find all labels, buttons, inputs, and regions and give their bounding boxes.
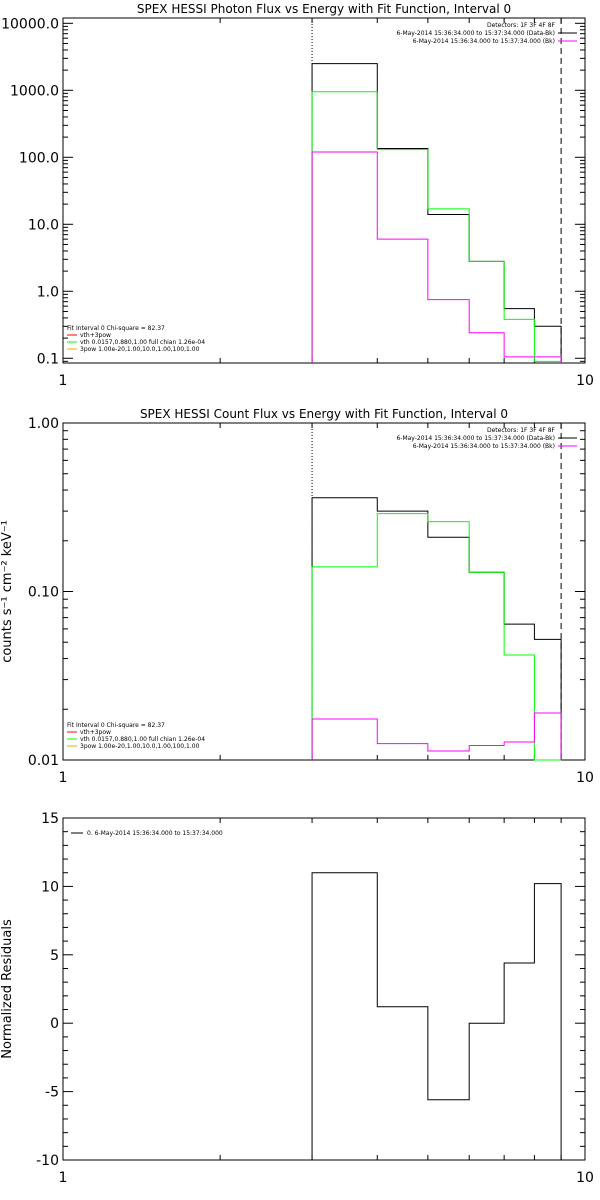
y-tick-label: 1.0 <box>37 284 59 300</box>
legend-entry-label: 6-May-2014 15:36:34.000 to 15:37:34.000 … <box>396 435 555 442</box>
x-tick-label: 1 <box>59 373 68 389</box>
legend-entry-label: 6-May-2014 15:36:34.000 to 15:37:34.000 … <box>396 30 555 37</box>
x-tick-label: 1 <box>59 770 68 786</box>
series-line-3 <box>311 151 562 363</box>
y-tick-label: 0 <box>50 1016 59 1032</box>
y-tick-label: 0.1 <box>37 351 59 367</box>
x-tick-label: 1 <box>59 1170 68 1186</box>
y-tick-label: 0.01 <box>28 753 59 769</box>
fit-legend-header: Fit Interval 0 Chi-square = 82.37 <box>67 325 165 332</box>
chart-panel-1: SPEX HESSI Photon Flux vs Energy with Fi… <box>1 2 594 389</box>
legend: 0. 6-May-2014 15:36:34.000 to 15:37:34.0… <box>71 830 223 837</box>
y-tick-label: 1000.0 <box>10 83 59 99</box>
y-tick-label: 1.00 <box>28 416 59 432</box>
fit-legend-entry-label: vth+3pow <box>80 729 111 736</box>
plot-frame <box>62 17 586 364</box>
series-line-3 <box>311 712 562 760</box>
series-line-1 <box>311 497 562 760</box>
plot-frame <box>62 422 586 761</box>
x-tick-label: 10 <box>576 1170 594 1186</box>
legend-entry-label: 0. 6-May-2014 15:36:34.000 to 15:37:34.0… <box>87 830 223 837</box>
fit-legend: Fit Interval 0 Chi-square = 82.37vth+3po… <box>67 722 205 750</box>
legend-header: Detectors: 1F 3F 4F 8F <box>487 22 556 29</box>
chart-title: SPEX HESSI Count Flux vs Energy with Fit… <box>140 407 508 421</box>
chart-title: SPEX HESSI Photon Flux vs Energy with Fi… <box>137 2 511 16</box>
y-tick-label: 10000.0 <box>1 16 59 32</box>
fit-legend-entry-label: 3pow 1.00e-20,1.00,10.0,1.00,100,1.00 <box>80 743 200 750</box>
series-line-2 <box>311 91 562 363</box>
legend: Detectors: 1F 3F 4F 8F6-May-2014 15:36:3… <box>396 22 577 45</box>
series-line-1 <box>311 872 562 1160</box>
y-tick-label: 10.0 <box>28 217 59 233</box>
y-tick-label: 100.0 <box>19 150 59 166</box>
y-tick-label: -5 <box>45 1085 59 1101</box>
series-line-2 <box>311 513 562 761</box>
x-tick-label: 10 <box>576 373 594 389</box>
y-tick-label: 10 <box>41 879 59 895</box>
chart-panel-3: 1 10 -10 -5 0 5 10 15 Normalized Residuals 0. 6-M… <box>0 811 594 1186</box>
y-tick-label: -10 <box>36 1153 59 1169</box>
y-tick-label: 15 <box>41 811 59 827</box>
legend: Detectors: 1F 3F 4F 8F6-May-2014 15:36:3… <box>396 427 577 450</box>
legend-entry-label: 6-May-2014 15:36:34.000 to 15:37:34.000 … <box>413 443 555 450</box>
legend-entry-label: 6-May-2014 15:36:34.000 to 15:37:34.000 … <box>413 38 555 45</box>
y-axis-label: counts s⁻¹ cm⁻² keV⁻¹ <box>0 520 15 663</box>
fit-legend-entry-label: vth 0.0157,0.880,1.00 full chian 1.26e-0… <box>80 339 205 346</box>
y-axis-label: Normalized Residuals <box>0 919 15 1059</box>
fit-legend-entry-label: 3pow 1.00e-20,1.00,10.0,1.00,100,1.00 <box>80 346 200 353</box>
chart-panel-2: SPEX HESSI Count Flux vs Energy with Fit… <box>0 407 594 786</box>
y-tick-label: 0.10 <box>28 585 59 601</box>
fit-legend: Fit Interval 0 Chi-square = 82.37vth+3po… <box>67 325 205 353</box>
plot-frame <box>62 817 586 1161</box>
fit-legend-header: Fit Interval 0 Chi-square = 82.37 <box>67 722 165 729</box>
fit-legend-entry-label: vth+3pow <box>80 332 111 339</box>
fit-legend-entry-label: vth 0.0157,0.880,1.00 full chian 1.26e-0… <box>80 736 205 743</box>
y-tick-label: 5 <box>50 948 59 964</box>
series-line-1 <box>311 63 562 363</box>
legend-header: Detectors: 1F 3F 4F 8F <box>487 427 556 434</box>
x-tick-label: 10 <box>576 770 594 786</box>
